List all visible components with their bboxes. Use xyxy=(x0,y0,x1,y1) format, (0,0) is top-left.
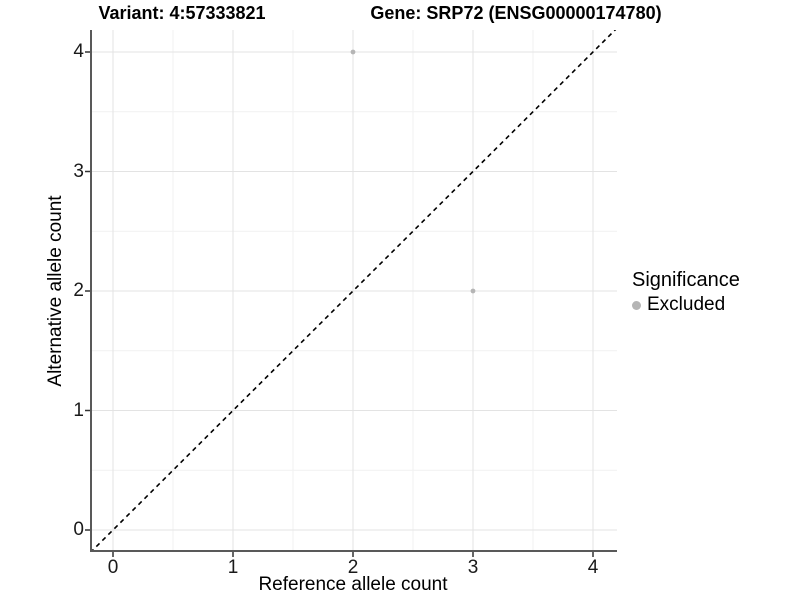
x-tick-label: 4 xyxy=(587,557,599,578)
y-tick-label: 0 xyxy=(73,519,84,540)
x-tick-label: 3 xyxy=(467,557,479,578)
x-tick-label: 0 xyxy=(107,557,119,578)
plot-title-gene: Gene: SRP72 (ENSG00000174780) xyxy=(370,3,662,23)
axis-tick-marks xyxy=(85,51,594,557)
scatter-point xyxy=(350,49,356,55)
y-tick-label: 2 xyxy=(73,280,84,301)
legend-title: Significance xyxy=(632,269,740,291)
legend: Significance Excluded xyxy=(632,269,740,316)
y-axis-title: Alternative allele count xyxy=(45,195,66,387)
y-tick-label: 1 xyxy=(73,399,84,421)
plot-title-variant: Variant: 4:57333821 xyxy=(98,3,266,23)
y-tick-label: 4 xyxy=(73,41,84,62)
x-tick-label: 2 xyxy=(347,557,359,578)
x-tick-label: 1 xyxy=(227,557,239,578)
legend-item: Excluded xyxy=(632,294,740,316)
scatter-point xyxy=(470,288,476,294)
legend-item-label: Excluded xyxy=(647,294,726,315)
data-points xyxy=(350,49,476,294)
x-axis-title: Reference allele count xyxy=(258,574,448,595)
legend-key-dot-icon xyxy=(632,300,641,310)
y-tick-label: 3 xyxy=(73,160,84,182)
dashed-identity-line xyxy=(90,30,617,552)
plot-panel xyxy=(85,30,617,557)
identity-reference-line xyxy=(90,30,617,552)
legend-items: Excluded xyxy=(632,294,740,316)
axis-lines xyxy=(90,30,617,552)
